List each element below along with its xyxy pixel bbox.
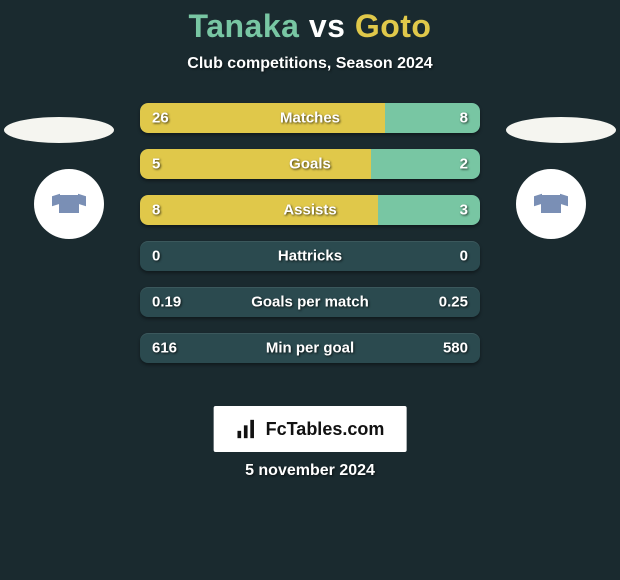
vs-text: vs: [309, 8, 346, 44]
left-value: 616: [152, 340, 177, 357]
left-value: 5: [152, 156, 160, 173]
left-value: 0.19: [152, 294, 181, 311]
player2-avatar: [516, 169, 586, 239]
jersey-icon: [541, 195, 561, 213]
bars-icon: [236, 418, 258, 440]
right-value: 0: [460, 248, 468, 265]
stat-row: 52Goals: [140, 149, 480, 179]
player1-oval: [4, 117, 114, 143]
right-value: 2: [460, 156, 468, 173]
player1-name: Tanaka: [189, 8, 300, 44]
right-value: 0.25: [439, 294, 468, 311]
player2-oval: [506, 117, 616, 143]
branding-text: FcTables.com: [266, 419, 385, 440]
comparison-stage: 268Matches52Goals83Assists00Hattricks0.1…: [0, 103, 620, 403]
jersey-icon: [59, 195, 79, 213]
player2-name: Goto: [355, 8, 432, 44]
footer-date: 5 november 2024: [0, 462, 620, 480]
header: Tanaka vs Goto Club competitions, Season…: [0, 0, 620, 73]
stat-row: 0.19 0.25Goals per match: [140, 287, 480, 317]
stat-row: 616 580Min per goal: [140, 333, 480, 363]
page-title: Tanaka vs Goto: [0, 8, 620, 45]
stat-bars: 268Matches52Goals83Assists00Hattricks0.1…: [140, 103, 480, 379]
left-value: 8: [152, 202, 160, 219]
stat-row: 83Assists: [140, 195, 480, 225]
stat-label: Hattricks: [140, 248, 480, 265]
right-value: 3: [460, 202, 468, 219]
subtitle: Club competitions, Season 2024: [0, 55, 620, 73]
stat-label: Min per goal: [140, 340, 480, 357]
stat-row: 0 0Hattricks: [140, 241, 480, 271]
left-value: 26: [152, 110, 169, 127]
right-value: 580: [443, 340, 468, 357]
left-value: 0: [152, 248, 160, 265]
player1-avatar: [34, 169, 104, 239]
bar-left-fill: [140, 195, 378, 225]
stat-row: 268Matches: [140, 103, 480, 133]
right-value: 8: [460, 110, 468, 127]
branding-badge: FcTables.com: [214, 406, 407, 452]
bar-left-fill: [140, 103, 385, 133]
stat-label: Goals per match: [140, 294, 480, 311]
bar-left-fill: [140, 149, 371, 179]
